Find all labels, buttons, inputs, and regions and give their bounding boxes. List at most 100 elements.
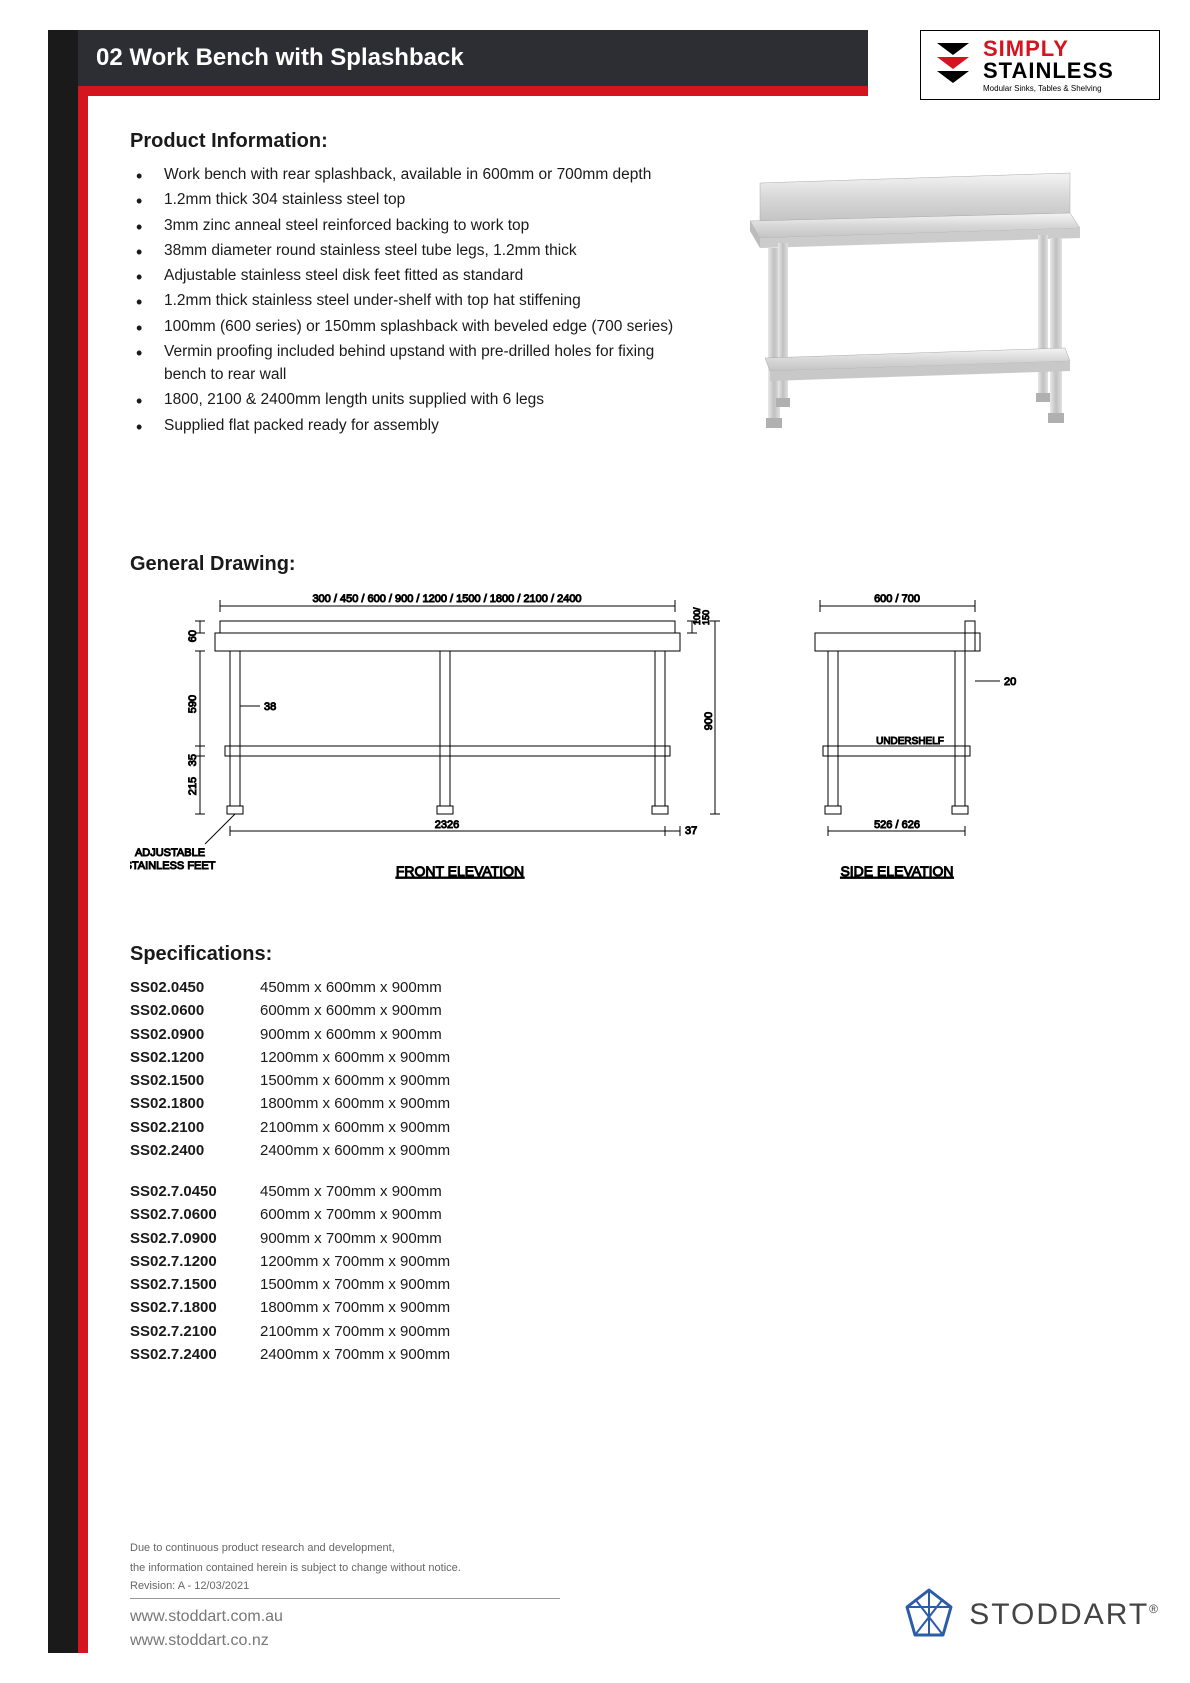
svg-text:ADJUSTABLE: ADJUSTABLE: [135, 847, 205, 859]
spec-dims: 1500mm x 600mm x 900mm: [260, 1069, 450, 1092]
svg-text:FRONT ELEVATION: FRONT ELEVATION: [396, 863, 524, 879]
svg-text:SIDE ELEVATION: SIDE ELEVATION: [840, 863, 953, 879]
svg-text:600 / 700: 600 / 700: [874, 593, 920, 605]
spec-dims: 2400mm x 600mm x 900mm: [260, 1139, 450, 1162]
spec-row: SS02.7.15001500mm x 700mm x 900mm: [130, 1273, 1160, 1296]
product-info-heading: Product Information:: [130, 130, 1160, 153]
spec-gap: [130, 1162, 1160, 1180]
spec-row: SS02.21002100mm x 600mm x 900mm: [130, 1116, 1160, 1139]
spec-row: SS02.7.18001800mm x 700mm x 900mm: [130, 1296, 1160, 1319]
product-bullets: Work bench with rear splashback, availab…: [130, 163, 690, 443]
stoddart-mark-icon: [901, 1587, 957, 1643]
brand-line1: SIMPLY: [983, 38, 1114, 60]
content-area: Product Information: Work bench with rea…: [130, 130, 1160, 1653]
brand-logo-box: SIMPLY STAINLESS Modular Sinks, Tables &…: [920, 30, 1160, 100]
header-bar: 02 Work Bench with Splashback: [48, 30, 868, 86]
spec-row: SS02.18001800mm x 600mm x 900mm: [130, 1092, 1160, 1115]
spec-dims: 450mm x 700mm x 900mm: [260, 1180, 442, 1203]
spec-code: SS02.1200: [130, 1046, 260, 1069]
spec-code: SS02.7.2100: [130, 1320, 260, 1343]
svg-text:37: 37: [685, 825, 697, 837]
product-bullet: Supplied flat packed ready for assembly: [130, 414, 690, 437]
spec-code: SS02.7.0600: [130, 1203, 260, 1226]
spec-row: SS02.7.12001200mm x 700mm x 900mm: [130, 1250, 1160, 1273]
spec-dims: 1200mm x 700mm x 900mm: [260, 1250, 450, 1273]
spec-row: SS02.0600600mm x 600mm x 900mm: [130, 999, 1160, 1022]
footer-divider: [130, 1598, 560, 1599]
spec-dims: 1800mm x 700mm x 900mm: [260, 1296, 450, 1319]
page-title: 02 Work Bench with Splashback: [96, 44, 464, 72]
product-bullet: Work bench with rear splashback, availab…: [130, 163, 690, 186]
spec-row: SS02.7.0600600mm x 700mm x 900mm: [130, 1203, 1160, 1226]
svg-text:215: 215: [187, 777, 199, 795]
brand-tagline: Modular Sinks, Tables & Shelving: [983, 85, 1114, 93]
spec-row: SS02.0900900mm x 600mm x 900mm: [130, 1023, 1160, 1046]
spec-dims: 600mm x 700mm x 900mm: [260, 1203, 442, 1226]
svg-text:526 / 626: 526 / 626: [874, 819, 920, 831]
disclaimer-line2: the information contained herein is subj…: [130, 1561, 1160, 1576]
product-bullet: 38mm diameter round stainless steel tube…: [130, 239, 690, 262]
spec-dims: 1500mm x 700mm x 900mm: [260, 1273, 450, 1296]
stoddart-logo: STODDART®: [901, 1587, 1160, 1643]
svg-text:590: 590: [187, 695, 199, 713]
svg-text:300 / 450 / 600 / 900 / 1200 /: 300 / 450 / 600 / 900 / 1200 / 1500 / 18…: [312, 593, 581, 605]
spec-code: SS02.2100: [130, 1116, 260, 1139]
product-bullet: 1.2mm thick 304 stainless steel top: [130, 188, 690, 211]
brand-line2: STAINLESS: [983, 60, 1114, 82]
black-stripe-vertical: [48, 30, 78, 1653]
spec-dims: 1200mm x 600mm x 900mm: [260, 1046, 450, 1069]
spec-dims: 2400mm x 700mm x 900mm: [260, 1343, 450, 1366]
product-bullet: Adjustable stainless steel disk feet fit…: [130, 264, 690, 287]
spec-row: SS02.15001500mm x 600mm x 900mm: [130, 1069, 1160, 1092]
spec-table: SS02.0450450mm x 600mm x 900mmSS02.06006…: [130, 976, 1160, 1366]
spec-dims: 1800mm x 600mm x 900mm: [260, 1092, 450, 1115]
svg-text:150: 150: [701, 610, 711, 625]
spec-code: SS02.7.0450: [130, 1180, 260, 1203]
spec-row: SS02.12001200mm x 600mm x 900mm: [130, 1046, 1160, 1069]
spec-code: SS02.7.1200: [130, 1250, 260, 1273]
spec-dims: 450mm x 600mm x 900mm: [260, 976, 442, 999]
spec-code: SS02.0450: [130, 976, 260, 999]
svg-text:2326: 2326: [435, 819, 459, 831]
spec-code: SS02.0600: [130, 999, 260, 1022]
svg-text:UNDERSHELF: UNDERSHELF: [876, 736, 944, 747]
brand-text: SIMPLY STAINLESS Modular Sinks, Tables &…: [983, 38, 1114, 93]
red-stripe-vertical: [78, 96, 88, 1653]
spec-code: SS02.0900: [130, 1023, 260, 1046]
spec-row: SS02.7.21002100mm x 700mm x 900mm: [130, 1320, 1160, 1343]
svg-text:60: 60: [187, 630, 199, 642]
spec-code: SS02.2400: [130, 1139, 260, 1162]
spec-heading: Specifications:: [130, 943, 1160, 966]
spec-code: SS02.7.1800: [130, 1296, 260, 1319]
svg-text:900: 900: [703, 712, 715, 730]
product-bullet: 1.2mm thick stainless steel under-shelf …: [130, 289, 690, 312]
product-bullet: 1800, 2100 & 2400mm length units supplie…: [130, 388, 690, 411]
spec-dims: 600mm x 600mm x 900mm: [260, 999, 442, 1022]
spec-row: SS02.7.0900900mm x 700mm x 900mm: [130, 1227, 1160, 1250]
stoddart-text: STODDART®: [969, 1598, 1160, 1632]
spec-code: SS02.7.2400: [130, 1343, 260, 1366]
product-row: Work bench with rear splashback, availab…: [130, 163, 1160, 443]
spec-dims: 900mm x 600mm x 900mm: [260, 1023, 442, 1046]
footer: Due to continuous product research and d…: [130, 1541, 1160, 1653]
spec-row: SS02.7.24002400mm x 700mm x 900mm: [130, 1343, 1160, 1366]
svg-text:38: 38: [264, 701, 276, 713]
spec-code: SS02.1800: [130, 1092, 260, 1115]
drawing-area: General Drawing: 300 / 450 / 600 / 900 /…: [130, 553, 1160, 921]
product-image: [720, 163, 1100, 443]
spec-row: SS02.7.0450450mm x 700mm x 900mm: [130, 1180, 1160, 1203]
red-stripe-horizontal: [48, 86, 868, 96]
technical-drawing: 300 / 450 / 600 / 900 / 1200 / 1500 / 18…: [130, 586, 1110, 916]
brand-mark-icon: [931, 41, 975, 90]
product-bullet: 3mm zinc anneal steel reinforced backing…: [130, 214, 690, 237]
spec-dims: 2100mm x 600mm x 900mm: [260, 1116, 450, 1139]
spec-row: SS02.24002400mm x 600mm x 900mm: [130, 1139, 1160, 1162]
svg-text:20: 20: [1004, 676, 1016, 688]
disclaimer-line1: Due to continuous product research and d…: [130, 1541, 1160, 1556]
drawing-heading: General Drawing:: [130, 553, 1160, 576]
svg-text:STAINLESS FEET: STAINLESS FEET: [130, 860, 216, 872]
spec-area: Specifications: SS02.0450450mm x 600mm x…: [130, 943, 1160, 1366]
product-bullet: Vermin proofing included behind upstand …: [130, 340, 690, 387]
spec-dims: 2100mm x 700mm x 900mm: [260, 1320, 450, 1343]
spec-row: SS02.0450450mm x 600mm x 900mm: [130, 976, 1160, 999]
